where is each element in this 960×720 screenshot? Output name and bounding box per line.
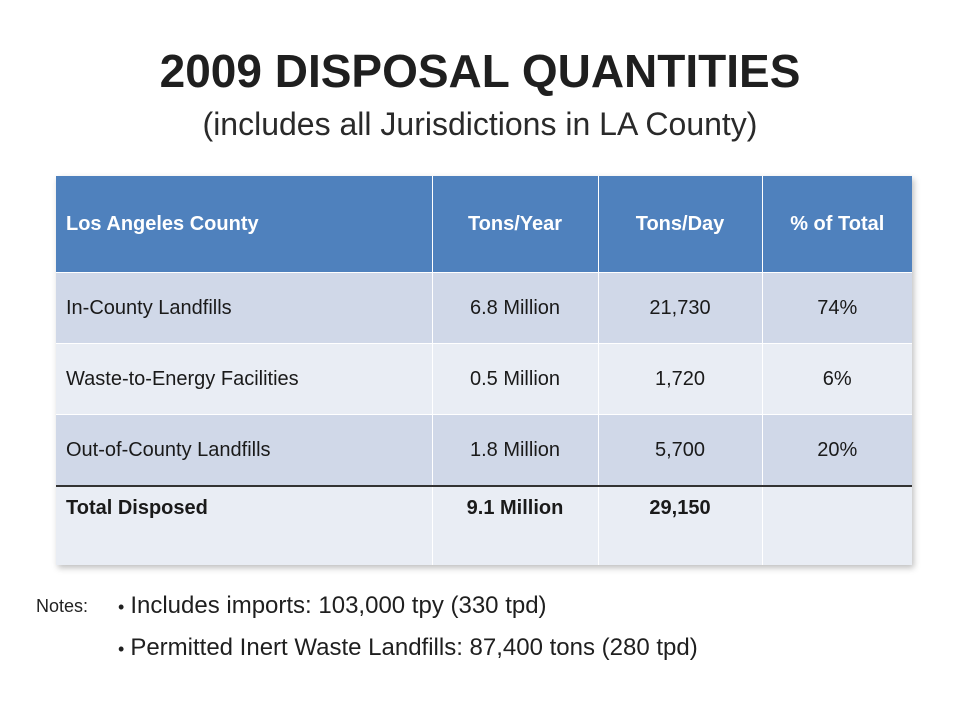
note-item: • Permitted Inert Waste Landfills: 87,40…	[118, 634, 698, 662]
slide-title: 2009 DISPOSAL QUANTITIES	[159, 45, 801, 97]
total-tons-year: 9.1 Million	[432, 485, 599, 565]
header-tons-year: Tons/Year	[432, 176, 599, 273]
row-tons-day: 21,730	[598, 272, 763, 344]
header-percent-total: % of Total	[762, 176, 912, 273]
total-percent	[762, 485, 912, 565]
bullet-icon: •	[118, 639, 125, 659]
table-total-row: Total Disposed 9.1 Million 29,150	[56, 485, 912, 565]
row-label: Out-of-County Landfills	[56, 414, 433, 486]
row-percent: 6%	[762, 343, 912, 415]
row-tons-day: 1,720	[598, 343, 763, 415]
note-text: Permitted Inert Waste Landfills: 87,400 …	[130, 634, 698, 661]
row-tons-day: 5,700	[598, 414, 763, 486]
slide-subtitle: (includes all Jurisdictions in LA County…	[202, 106, 758, 142]
row-label: Waste-to-Energy Facilities	[56, 343, 433, 415]
table-row: In-County Landfills 6.8 Million 21,730 7…	[56, 272, 912, 344]
row-tons-year: 1.8 Million	[432, 414, 599, 486]
row-tons-year: 0.5 Million	[432, 343, 599, 415]
total-label: Total Disposed	[56, 485, 433, 565]
row-tons-year: 6.8 Million	[432, 272, 599, 344]
total-tons-day: 29,150	[598, 485, 763, 565]
disposal-table: Los Angeles County Tons/Year Tons/Day % …	[56, 176, 912, 565]
table-row: Waste-to-Energy Facilities 0.5 Million 1…	[56, 343, 912, 415]
disposal-table-container: Los Angeles County Tons/Year Tons/Day % …	[56, 176, 912, 565]
bullet-icon: •	[118, 597, 125, 617]
row-percent: 20%	[762, 414, 912, 486]
row-label: In-County Landfills	[56, 272, 433, 344]
header-tons-day: Tons/Day	[598, 176, 763, 273]
note-item: • Includes imports: 103,000 tpy (330 tpd…	[118, 592, 698, 620]
row-percent: 74%	[762, 272, 912, 344]
notes-list: • Includes imports: 103,000 tpy (330 tpd…	[118, 592, 698, 676]
notes-label: Notes:	[36, 596, 89, 616]
table-row: Out-of-County Landfills 1.8 Million 5,70…	[56, 414, 912, 486]
header-county: Los Angeles County	[56, 176, 433, 273]
table-header-row: Los Angeles County Tons/Year Tons/Day % …	[56, 176, 912, 273]
note-text: Includes imports: 103,000 tpy (330 tpd)	[130, 592, 547, 619]
